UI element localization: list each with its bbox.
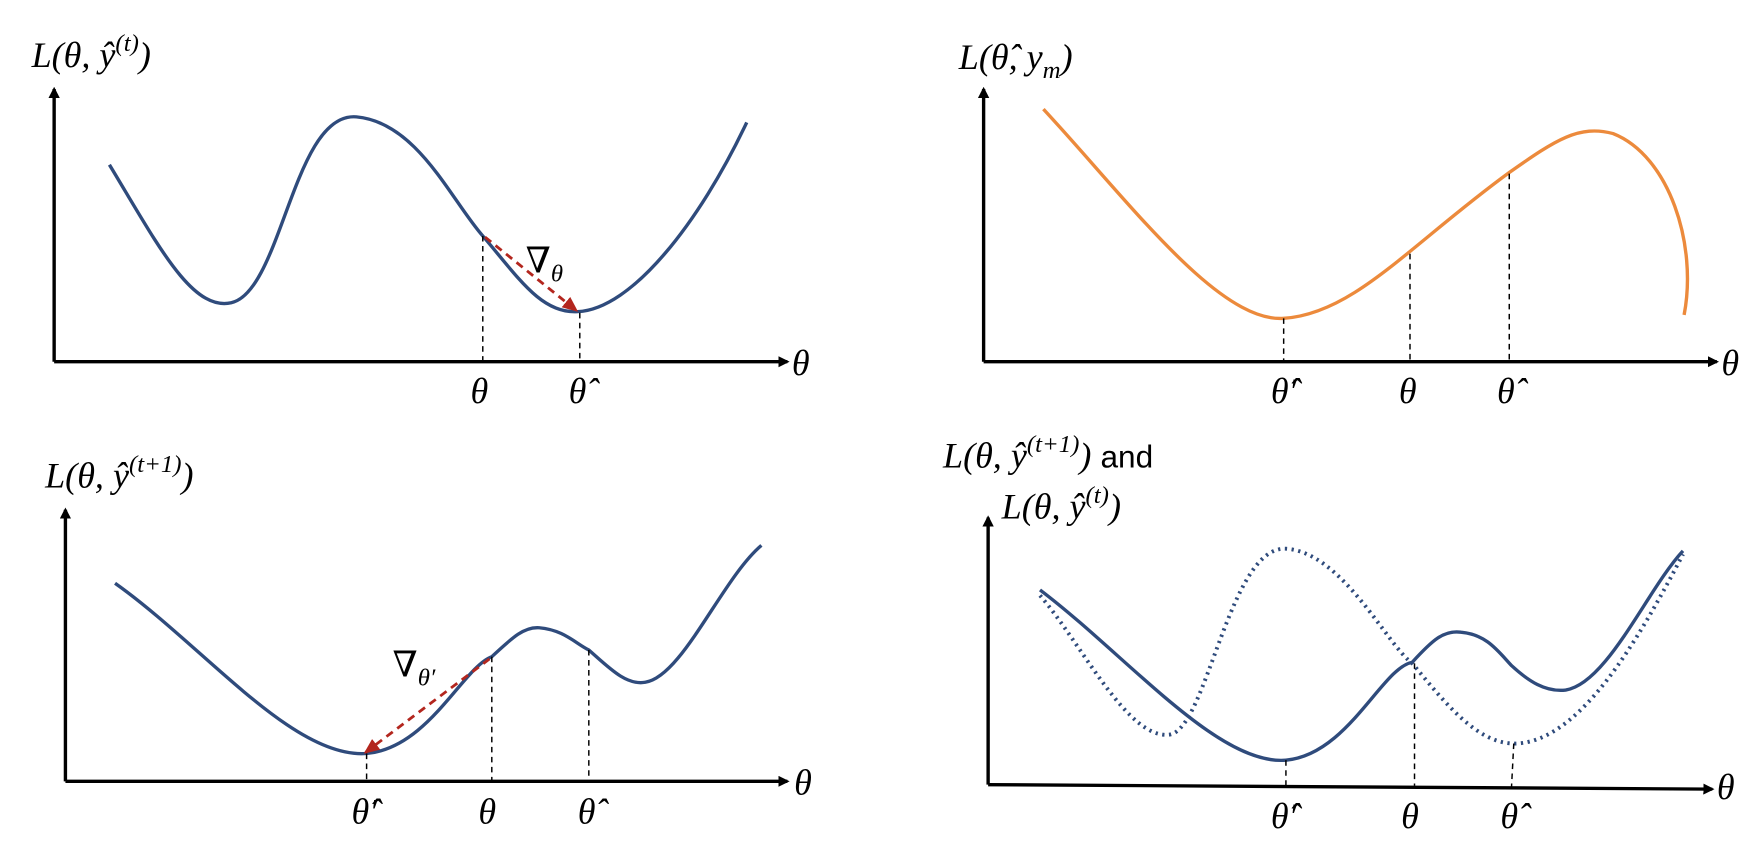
tick-label: θ̂: [578, 792, 610, 832]
y-label-line-2: L(θ, ŷ(t)): [1001, 482, 1121, 526]
loss-curve: [1042, 107, 1690, 320]
loss-curve: [114, 544, 763, 756]
y-label-line-1: L(θ, ŷ(t+1)) and: [942, 431, 1153, 475]
tick-label: θ: [1401, 796, 1419, 836]
tick-label: θ̂′: [1271, 796, 1303, 836]
loss-curve-next: [1038, 549, 1685, 762]
guide-lines: [482, 235, 581, 362]
tick-label: θ: [478, 792, 496, 832]
loss-curve-current: [1038, 546, 1685, 746]
x-label: θ: [1721, 343, 1739, 383]
x-axis: [988, 782, 1715, 795]
x-label: θ: [794, 763, 812, 803]
guide-lines: [1282, 173, 1510, 362]
panel-4: L(θ, ŷ(t+1)) and L(θ, ŷ(t)) θ θ̂′ θ θ̂: [942, 431, 1735, 836]
gradient-arrow: [484, 235, 579, 312]
y-label: L(θ, ŷ(t)): [31, 30, 151, 74]
gradient-label: ∇θ′: [393, 645, 436, 692]
tick-label: θ̂′: [1271, 371, 1303, 411]
panel-2: L(θ̂, ym) θ θ̂′ θ θ̂: [958, 37, 1739, 411]
tick-label: θ̂′: [352, 792, 384, 832]
guide-lines: [365, 649, 590, 782]
tick-label: θ̂: [1497, 371, 1529, 411]
y-label: L(θ̂, ym): [958, 37, 1073, 84]
tick-label: θ: [1399, 371, 1417, 411]
gradient-label: ∇θ: [526, 241, 563, 288]
x-label: θ: [1717, 767, 1735, 807]
panel-3: L(θ, ŷ(t+1)) ∇θ′ θ θ̂′ θ θ̂: [44, 451, 812, 832]
loss-curve: [107, 115, 749, 314]
tick-label: θ̂: [569, 371, 601, 411]
guide-lines: [1285, 663, 1515, 787]
tick-label: θ̂: [1500, 796, 1532, 836]
tick-label: θ: [471, 371, 489, 411]
x-label: θ: [792, 343, 810, 383]
content: L(θ, ŷ(t)) ∇θ θ θ θ̂ L(θ̂, ym) θ θ̂′ θ θ…: [31, 30, 1739, 836]
y-label: L(θ, ŷ(t+1)): [44, 451, 193, 495]
panel-1: L(θ, ŷ(t)) ∇θ θ θ θ̂: [31, 30, 810, 411]
